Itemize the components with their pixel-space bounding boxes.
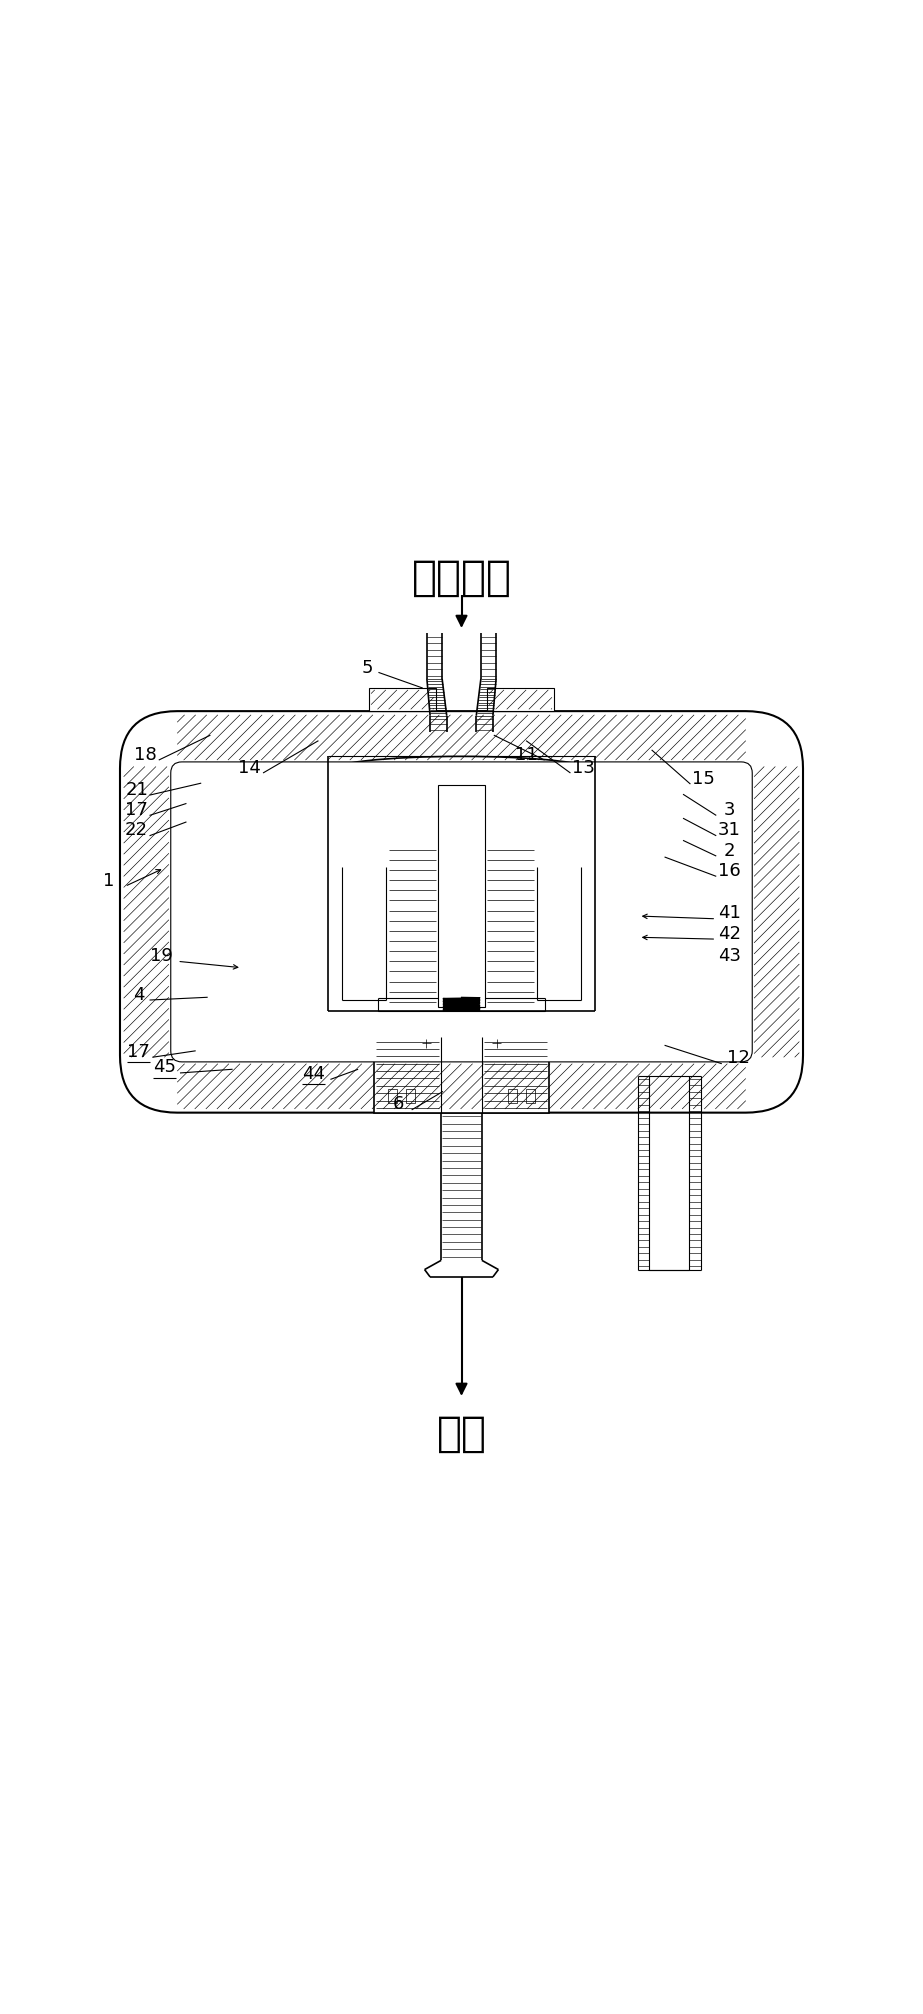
Text: 15: 15 <box>692 769 714 787</box>
Bar <box>369 689 436 711</box>
FancyBboxPatch shape <box>171 763 752 1061</box>
Text: 42: 42 <box>718 924 740 943</box>
Bar <box>526 1090 535 1104</box>
Text: 31: 31 <box>718 822 740 840</box>
Bar <box>406 1090 415 1104</box>
Text: 尿袋: 尿袋 <box>437 1412 486 1454</box>
Text: 1: 1 <box>103 872 114 890</box>
Bar <box>487 689 554 711</box>
Text: 4: 4 <box>133 985 144 1003</box>
Text: 6: 6 <box>393 1096 404 1114</box>
Text: 2: 2 <box>724 842 735 860</box>
Text: 12: 12 <box>727 1049 749 1067</box>
Bar <box>545 995 570 1015</box>
Text: 17: 17 <box>126 802 148 818</box>
Text: 18: 18 <box>135 745 157 763</box>
Bar <box>374 1037 549 1114</box>
Text: 14: 14 <box>238 757 260 775</box>
Text: 43: 43 <box>718 947 740 965</box>
Text: 患者膨胱: 患者膨胱 <box>412 556 511 598</box>
FancyBboxPatch shape <box>120 711 803 1114</box>
Bar <box>388 1090 397 1104</box>
Text: 22: 22 <box>126 822 148 840</box>
Text: 19: 19 <box>150 947 173 965</box>
Bar <box>438 1029 485 1059</box>
Bar <box>438 785 485 1007</box>
Circle shape <box>490 1037 503 1051</box>
Bar <box>353 995 378 1015</box>
Bar <box>415 1013 508 1069</box>
Text: 11: 11 <box>515 745 537 763</box>
Text: 13: 13 <box>572 757 594 775</box>
Text: 17: 17 <box>127 1043 150 1059</box>
Text: 3: 3 <box>724 802 735 818</box>
Text: 45: 45 <box>153 1057 175 1075</box>
Text: 21: 21 <box>126 779 148 798</box>
Text: 41: 41 <box>718 904 740 922</box>
Text: 16: 16 <box>718 862 740 880</box>
Text: 44: 44 <box>303 1065 325 1082</box>
Text: 5: 5 <box>362 659 373 677</box>
Bar <box>508 1090 517 1104</box>
Circle shape <box>420 1037 433 1051</box>
